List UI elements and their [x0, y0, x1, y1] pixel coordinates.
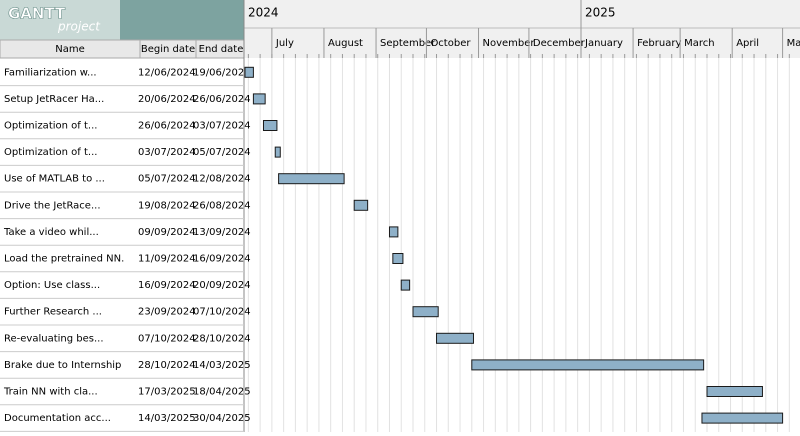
begin-date: 19/08/2024 — [138, 200, 196, 211]
task-name: Option: Use class... — [4, 280, 100, 291]
month-label: October — [430, 38, 471, 49]
begin-date: 12/06/2024 — [138, 67, 196, 78]
begin-date: 05/07/2024 — [138, 174, 196, 185]
begin-date: 09/09/2024 — [138, 227, 196, 238]
end-date: 13/09/2024 — [193, 227, 251, 238]
task-bar — [252, 93, 266, 105]
end-date: 07/10/2024 — [193, 307, 251, 318]
task-bar — [412, 306, 439, 318]
task-name: Drive the JetRace... — [4, 200, 101, 211]
month-label: September — [380, 38, 436, 49]
task-name: Documentation acc... — [4, 413, 111, 424]
begin-date: 03/07/2024 — [138, 147, 196, 158]
month-label: March — [684, 38, 714, 49]
task-name: Setup JetRacer Ha... — [4, 94, 104, 105]
task-bar — [392, 253, 404, 264]
end-date: 05/07/2024 — [193, 147, 251, 158]
begin-date: 14/03/2025 — [138, 413, 196, 424]
month-label: January — [584, 38, 623, 49]
begin-date: 26/06/2024 — [138, 121, 196, 132]
task-bar — [400, 279, 411, 291]
end-date: 18/04/2025 — [193, 387, 251, 398]
timeline-header — [244, 0, 800, 58]
task-bar — [701, 412, 784, 424]
begin-date: 07/10/2024 — [138, 333, 196, 344]
end-date: 28/10/2024 — [193, 333, 251, 344]
month-label: May — [787, 38, 800, 49]
begin-date: 23/09/2024 — [138, 307, 196, 318]
task-bar — [274, 146, 281, 158]
month-label: November — [483, 38, 536, 49]
end-date: 16/09/2024 — [193, 254, 251, 265]
task-name: Load the pretrained NN. — [4, 254, 124, 265]
month-label: February — [637, 38, 681, 49]
task-bar — [278, 173, 345, 185]
begin-date: 16/09/2024 — [138, 280, 196, 291]
end-date: 26/06/2024 — [193, 94, 251, 105]
begin-date: 17/03/2025 — [138, 387, 196, 398]
task-name: Use of MATLAB to ... — [4, 174, 105, 185]
end-date: 26/08/2024 — [193, 200, 251, 211]
task-bar — [706, 386, 763, 397]
month-label: April — [736, 38, 759, 49]
month-label: December — [533, 38, 586, 49]
task-name: Brake due to Internship — [4, 360, 121, 371]
month-label: August — [328, 38, 363, 49]
task-name: Train NN with cla... — [3, 387, 98, 398]
task-bar — [471, 359, 705, 371]
task-bar — [436, 332, 474, 344]
logo-title: GANTT — [8, 5, 66, 23]
logo-panel — [0, 0, 120, 40]
task-bar — [262, 120, 278, 131]
task-name: Familiarization w... — [4, 67, 97, 78]
year-label: 2025 — [585, 6, 616, 20]
begin-date: 11/09/2024 — [138, 254, 196, 265]
end-date: 30/04/2025 — [193, 413, 251, 424]
task-name: Optimization of t... — [4, 147, 97, 158]
end-date: 14/03/2025 — [193, 360, 251, 371]
task-bar — [353, 199, 369, 211]
month-label: July — [275, 38, 294, 49]
begin-date: 20/06/2024 — [138, 94, 196, 105]
end-date: 20/09/2024 — [193, 280, 251, 291]
task-name: Further Research ... — [4, 307, 102, 318]
logo-subtitle: project — [57, 20, 101, 34]
column-label: End date — [199, 44, 244, 55]
end-date: 19/06/2024 — [193, 67, 251, 78]
task-name: Re-evaluating bes... — [4, 333, 104, 344]
column-label: Begin date — [141, 44, 195, 55]
end-date: 12/08/2024 — [193, 174, 251, 185]
year-label: 2024 — [248, 6, 279, 20]
task-name: Take a video whil... — [3, 227, 99, 238]
begin-date: 28/10/2024 — [138, 360, 196, 371]
task-bar — [244, 66, 254, 78]
task-name: Optimization of t... — [4, 121, 97, 132]
end-date: 03/07/2024 — [193, 121, 251, 132]
column-label: Name — [55, 44, 85, 55]
task-bar — [388, 226, 399, 238]
